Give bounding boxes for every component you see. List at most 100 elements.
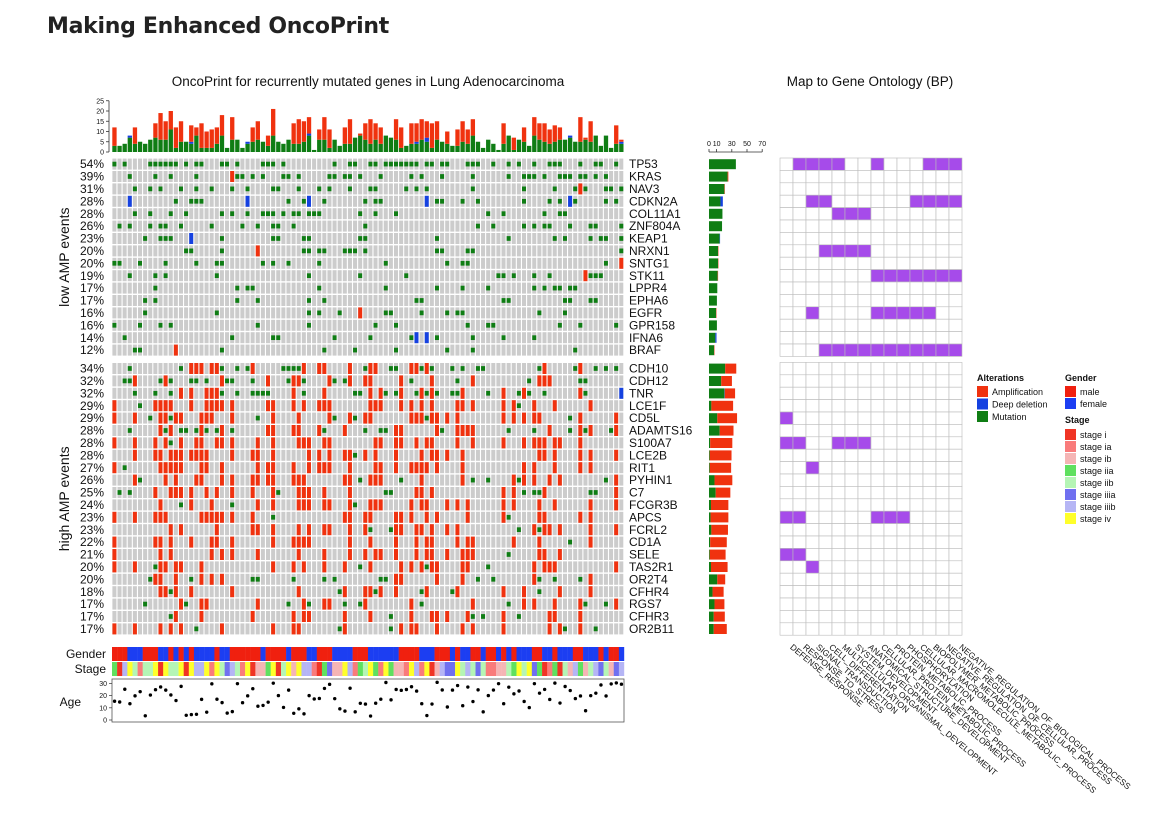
cell <box>271 270 276 282</box>
cell <box>245 375 250 387</box>
cell <box>281 195 286 207</box>
cell <box>399 208 404 220</box>
cell <box>266 499 271 511</box>
cell <box>496 437 501 449</box>
cell <box>583 499 588 511</box>
cell <box>286 158 291 170</box>
cell <box>465 524 470 536</box>
cell <box>260 536 265 548</box>
cell <box>240 270 245 282</box>
cell-amp <box>189 586 194 598</box>
top-bar-mut <box>573 141 578 152</box>
cell <box>240 561 245 573</box>
cell <box>358 319 363 331</box>
cell-amp <box>532 400 537 412</box>
cell <box>475 208 480 220</box>
top-bar-mut <box>230 139 235 152</box>
cell <box>163 573 168 585</box>
cell <box>148 400 153 412</box>
cell-mut <box>178 428 183 433</box>
cell <box>122 195 127 207</box>
cell <box>419 375 424 387</box>
top-bar-mut <box>209 147 214 152</box>
cell <box>317 171 322 182</box>
cell <box>337 158 342 170</box>
cell <box>511 449 516 461</box>
cell-mut <box>194 161 199 167</box>
cell <box>578 245 583 257</box>
cell <box>240 375 245 387</box>
cell <box>332 586 337 598</box>
cell <box>516 208 521 220</box>
cell-amp <box>522 598 527 610</box>
cell-mut <box>255 322 260 328</box>
cell <box>184 171 189 182</box>
cell <box>368 257 373 269</box>
cell <box>475 611 480 622</box>
cell <box>260 462 265 474</box>
cell <box>593 462 598 474</box>
cell <box>511 375 516 387</box>
cell-amp <box>552 449 557 461</box>
cell-amp <box>342 474 347 486</box>
cell <box>450 270 455 282</box>
cell <box>383 375 388 387</box>
cell <box>291 183 296 195</box>
cell <box>225 220 230 232</box>
cell-mut <box>537 527 542 533</box>
cell <box>603 425 608 436</box>
cell <box>358 245 363 257</box>
cell <box>312 158 317 170</box>
cell-mut <box>470 248 475 254</box>
cell <box>593 586 598 598</box>
cell-mut <box>414 186 419 192</box>
cell-amp <box>434 561 439 573</box>
cell-amp <box>465 561 470 573</box>
cell-mut <box>296 186 301 192</box>
cell <box>394 245 399 257</box>
cell <box>532 195 537 207</box>
cell <box>138 487 143 498</box>
cell <box>112 270 117 282</box>
cell-amp <box>460 573 465 585</box>
cell <box>501 319 506 331</box>
cell <box>301 623 306 635</box>
cell <box>240 511 245 523</box>
cell-mut <box>603 174 608 179</box>
cell <box>516 462 521 474</box>
cell-amp <box>168 425 173 436</box>
cell <box>332 387 337 399</box>
cell <box>409 437 414 449</box>
cell <box>332 295 337 306</box>
cell <box>235 425 240 436</box>
cell <box>501 549 506 560</box>
cell <box>347 270 352 282</box>
cell-mut <box>219 347 224 353</box>
cell <box>353 623 358 635</box>
cell <box>368 208 373 220</box>
cell <box>250 233 255 244</box>
cell-mut <box>148 576 153 582</box>
cell-mut <box>219 211 224 217</box>
cell-mut <box>588 236 593 241</box>
cell <box>122 561 127 573</box>
cell <box>363 437 368 449</box>
cell-mut <box>506 298 511 303</box>
cell <box>112 307 117 319</box>
cell <box>532 549 537 560</box>
cell <box>424 319 429 331</box>
cell <box>342 282 347 294</box>
cell <box>266 195 271 207</box>
cell-amp <box>322 549 327 560</box>
cell-amp <box>552 462 557 474</box>
cell <box>496 307 501 319</box>
cell-mut <box>383 161 388 167</box>
cell-mut <box>460 198 465 204</box>
cell-amp <box>230 449 235 461</box>
cell <box>445 536 450 548</box>
cell <box>332 344 337 356</box>
cell <box>455 245 460 257</box>
cell <box>578 561 583 573</box>
cell <box>266 536 271 548</box>
cell-amp <box>271 412 276 424</box>
